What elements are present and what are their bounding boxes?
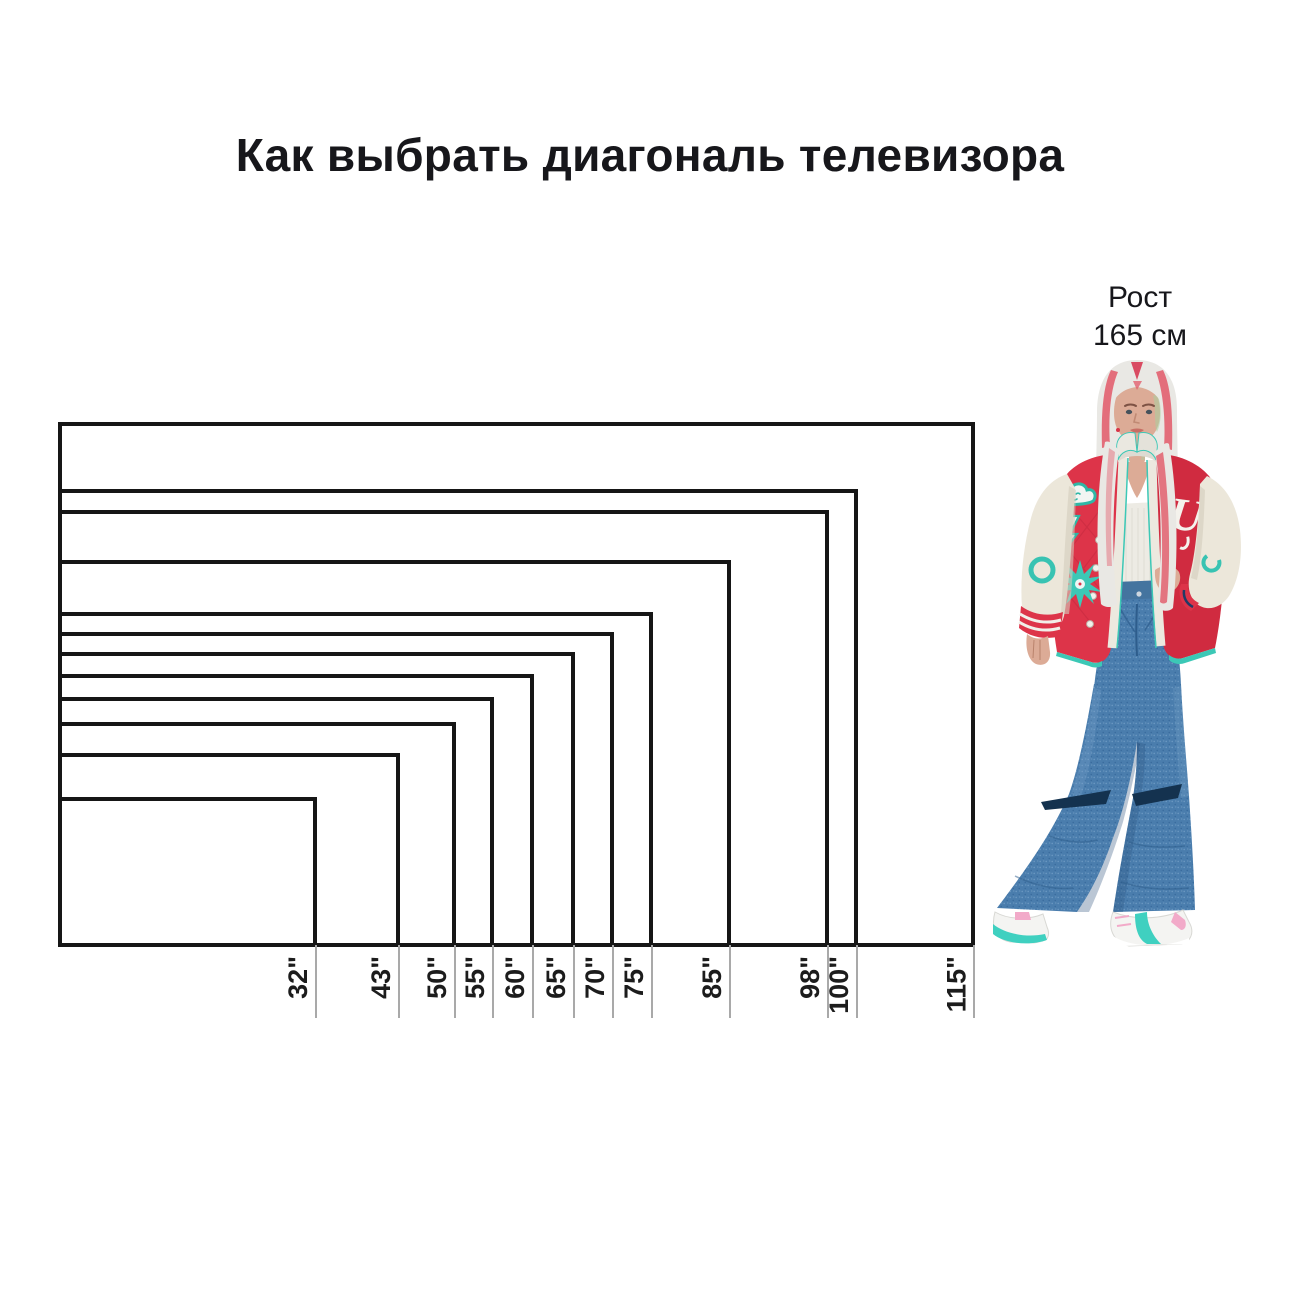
tick-label-115in: 115" xyxy=(941,956,971,1013)
collar xyxy=(1116,431,1158,462)
tick-line-50in xyxy=(454,945,456,1018)
tick-label-98in: 98" xyxy=(795,956,825,999)
tick-line-43in xyxy=(398,945,400,1018)
tick-label-60in: 60" xyxy=(500,956,530,999)
hair-front-strands xyxy=(1097,441,1177,611)
circle-patch xyxy=(1028,556,1056,584)
tick-label-43in: 43" xyxy=(366,956,396,999)
page-title: Как выбрать диагональ телевизора xyxy=(235,129,1065,181)
tick-label-32in: 32" xyxy=(283,956,313,999)
person-illustration: U xyxy=(993,360,1241,947)
tick-label-65in: 65" xyxy=(541,956,571,999)
person-height-label-line2: 165 см xyxy=(1092,319,1187,352)
tick-label-75in: 75" xyxy=(619,956,649,999)
tick-line-55in xyxy=(492,945,494,1018)
tick-line-32in xyxy=(315,945,317,1018)
knee-slit-right xyxy=(1132,784,1182,806)
tick-line-60in xyxy=(532,945,534,1018)
tick-line-65in xyxy=(573,945,575,1018)
face xyxy=(1111,380,1163,498)
tick-line-85in xyxy=(729,945,731,1018)
knee-slit-left xyxy=(1041,790,1111,810)
tick-line-70in xyxy=(612,945,614,1018)
earring xyxy=(1116,428,1120,432)
person-height-label-line1: Рост xyxy=(1107,281,1173,314)
tick-label-85in: 85" xyxy=(697,956,727,999)
tick-line-115in xyxy=(973,945,975,1018)
tick-line-75in xyxy=(651,945,653,1018)
tick-line-100in xyxy=(856,945,858,1018)
tick-label-55in: 55" xyxy=(460,956,490,999)
sleeve-letter-patch xyxy=(1201,554,1222,573)
tv-rect-32in xyxy=(58,797,317,947)
sneakers xyxy=(993,909,1193,947)
person-height-label: Рост 165 см xyxy=(1015,279,1265,355)
tick-line-98in xyxy=(827,945,829,1018)
tick-label-70in: 70" xyxy=(580,956,610,999)
tick-label-50in: 50" xyxy=(422,956,452,999)
